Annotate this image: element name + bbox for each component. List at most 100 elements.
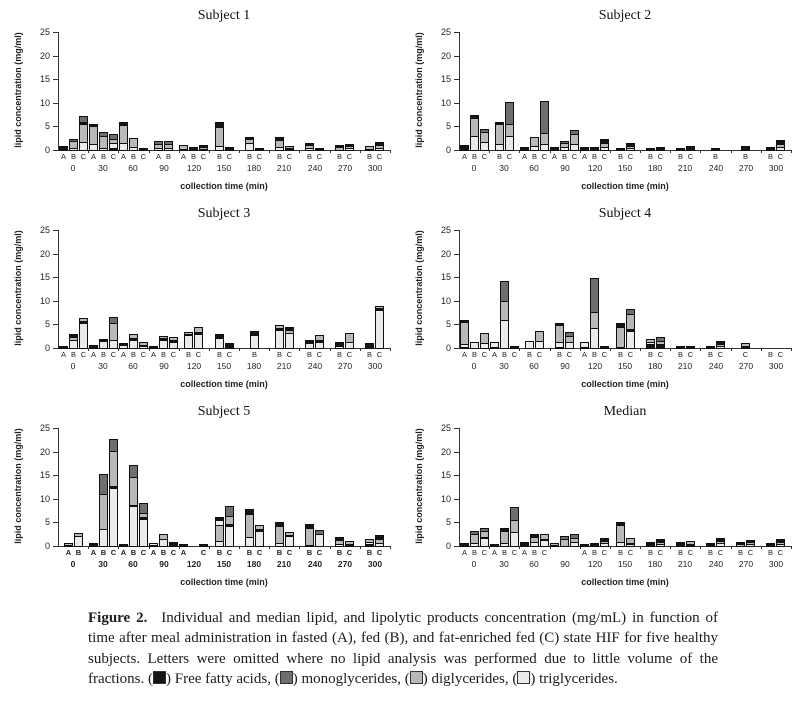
segment-ffa — [130, 505, 137, 506]
segment-ffa — [90, 125, 97, 126]
bar-C — [626, 538, 635, 547]
bar-B — [164, 141, 173, 151]
segment-tg — [481, 343, 488, 348]
bar-letter: B — [130, 152, 136, 161]
segment-tg — [481, 538, 488, 546]
y-tick-label: 0 — [445, 343, 451, 353]
bar-letter: C — [541, 152, 548, 161]
bar-letter: C — [110, 548, 117, 557]
segment-tg — [306, 545, 313, 546]
segment-dg — [536, 332, 543, 341]
bar-letter: A — [60, 152, 66, 161]
segment-ffa — [496, 123, 503, 124]
segment-tg — [200, 149, 207, 150]
bar-letter: B — [216, 152, 222, 161]
time-label: 30 — [98, 163, 108, 173]
bar-letter: B — [556, 350, 562, 359]
bar-C — [375, 142, 384, 151]
segment-ffa — [647, 149, 654, 150]
time-label: 90 — [560, 559, 570, 569]
bar-letter: B — [531, 152, 537, 161]
segment-ffa — [120, 344, 127, 345]
bar-A — [89, 543, 98, 547]
segment-tg — [316, 534, 323, 546]
segment-dg — [155, 144, 162, 148]
bar-A — [520, 542, 529, 547]
segment-ffa — [531, 535, 538, 537]
time-label: 210 — [276, 559, 292, 569]
time-label: 0 — [471, 559, 477, 569]
segment-mg — [566, 333, 573, 336]
bar-B — [99, 132, 108, 151]
bar-C — [686, 541, 695, 547]
segment-tg — [471, 343, 478, 348]
segment-dg — [511, 520, 518, 532]
bar-letter: C — [170, 548, 177, 557]
y-tick-label: 20 — [440, 446, 451, 457]
bar-letter: C — [376, 548, 383, 557]
y-axis-line — [459, 230, 460, 348]
chart-title: Subject 2 — [598, 8, 652, 23]
segment-ffa — [556, 324, 563, 325]
time-label: 30 — [499, 163, 509, 173]
bar-letter: C — [200, 152, 207, 161]
bar-letter: A — [90, 548, 97, 557]
bar-letter: A — [150, 350, 156, 359]
segment-tg — [286, 536, 293, 546]
y-axis-line — [58, 32, 59, 150]
bar-B — [305, 143, 314, 151]
y-tick — [53, 126, 58, 128]
segment-tg — [571, 144, 578, 150]
segment-tg — [150, 544, 157, 545]
bar-letter: C — [571, 152, 578, 161]
time-label: 240 — [708, 559, 724, 569]
bar-letter: C — [140, 152, 147, 161]
segment-ffa — [90, 544, 97, 546]
segment-ffa — [276, 138, 283, 140]
segment-ffa — [306, 525, 313, 528]
bar-C — [626, 309, 635, 349]
bar-letter: C — [346, 548, 353, 557]
segment-ffa — [150, 347, 157, 348]
x-axis-line — [459, 150, 791, 151]
segment-dg — [717, 541, 724, 543]
bar-B — [365, 539, 374, 547]
segment-dg — [246, 514, 253, 537]
bar-letter: B — [471, 152, 477, 161]
bar-letter: A — [90, 350, 96, 359]
bar-letter: B — [742, 152, 748, 161]
x-axis-title: collection time (min) — [581, 577, 669, 587]
x-tick — [731, 348, 732, 351]
segment-ffa — [346, 145, 353, 146]
segment-ffa — [742, 147, 749, 150]
bar-letter: B — [366, 350, 372, 359]
legend-chip-dg — [409, 671, 423, 685]
x-tick — [640, 348, 641, 351]
bar-A — [460, 543, 469, 547]
y-axis-label: lipid concentration (mg/ml) — [13, 428, 23, 544]
bar-A — [149, 543, 158, 547]
bar-C — [285, 146, 294, 151]
bar-letter: B — [737, 548, 743, 557]
x-tick — [700, 348, 701, 351]
legend-chip-tg — [517, 671, 531, 685]
time-label: 0 — [70, 361, 76, 371]
x-axis-title: collection time (min) — [180, 577, 268, 587]
y-axis-label: lipid concentration (mg/ml) — [13, 32, 23, 148]
segment-dg — [617, 525, 624, 542]
segment-dg — [130, 335, 137, 338]
segment-ffa — [140, 149, 147, 150]
bar-letter: C — [541, 548, 548, 557]
bar-letter: A — [155, 152, 161, 161]
bar-B — [189, 147, 198, 151]
time-label: 90 — [159, 361, 169, 371]
bar-letter: C — [170, 350, 177, 359]
segment-dg — [120, 125, 127, 143]
bar-letter: B — [496, 152, 502, 161]
bar-letter: A — [60, 350, 66, 359]
segment-dg — [627, 314, 634, 329]
segment-ffa — [140, 517, 147, 519]
bar-B — [741, 146, 750, 151]
y-tick — [53, 150, 58, 151]
segment-dg — [80, 319, 87, 321]
